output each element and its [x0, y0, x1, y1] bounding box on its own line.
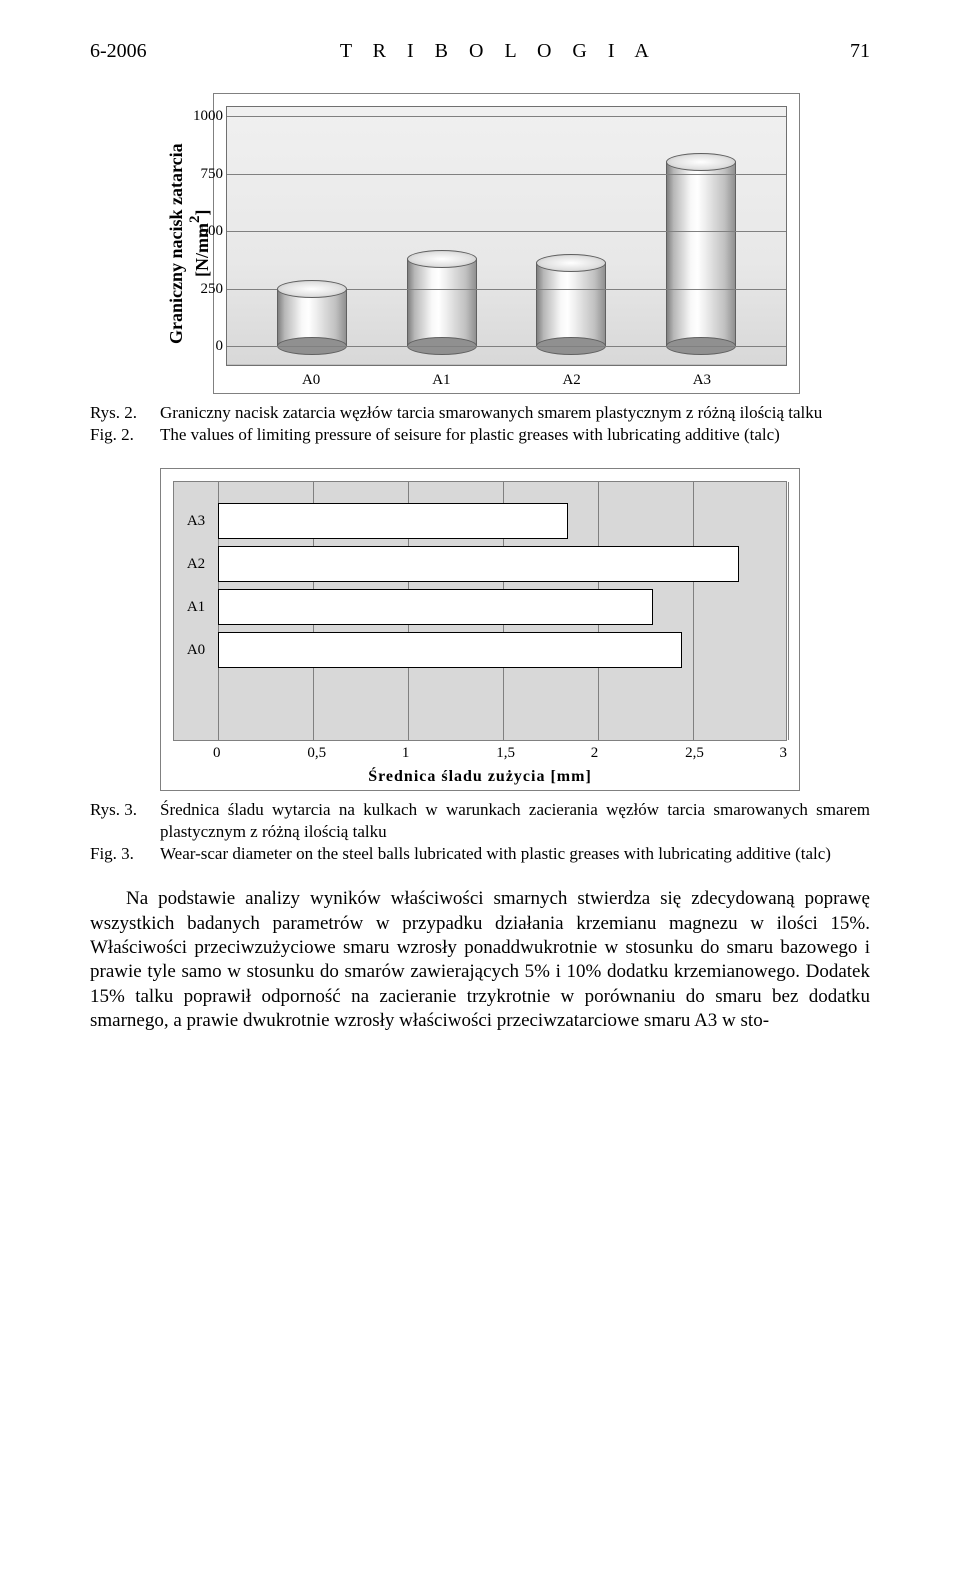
- chart1-ytick: 1000: [187, 108, 227, 125]
- chart1-ytick: 250: [187, 281, 227, 298]
- chart1-plot-area: 02505007501000: [226, 106, 787, 366]
- chart1-bar-A3: [666, 153, 736, 355]
- caption-figure-3: Rys. 3. Średnica śladu wytarcia na kulka…: [90, 799, 870, 865]
- chart2-xtick: 2: [591, 745, 685, 762]
- caption1-rys-tag: Rys. 2.: [90, 402, 160, 424]
- chart2-ytick: A2: [174, 556, 218, 573]
- chart2-plot-area: A3 A2 A1 A0: [173, 481, 787, 741]
- chart2-ytick: A1: [174, 599, 218, 616]
- caption1-rys-text: Graniczny nacisk zatarcia węzłów tarcia …: [160, 402, 870, 424]
- caption2-fig-tag: Fig. 3.: [90, 843, 160, 865]
- chart2-ytick: A3: [174, 513, 218, 530]
- chart1-ytick: 0: [187, 338, 227, 355]
- body-paragraph: Na podstawie analizy wyników właściwości…: [90, 887, 870, 1033]
- caption1-fig-tag: Fig. 2.: [90, 424, 160, 446]
- caption1-fig-text: The values of limiting pressure of seisu…: [160, 424, 870, 446]
- chart2-xtick: 1: [402, 745, 496, 762]
- chart2-horizontal-bar: A3 A2 A1 A0 00,511,522,53 Średnica śladu zu…: [160, 468, 800, 791]
- caption2-rys-text: Średnica śladu wytarcia na kulkach w war…: [160, 799, 870, 843]
- chart1-xtick: A2: [537, 372, 607, 389]
- chart2-x-title: Średnica śladu zużycia [mm]: [173, 768, 787, 786]
- header-issue: 6-2006: [90, 40, 147, 63]
- chart2-bar-A1: [218, 589, 653, 625]
- chart1-xtick: A3: [667, 372, 737, 389]
- caption2-fig-text: Wear-scar diameter on the steel balls lu…: [160, 843, 870, 865]
- chart1-xtick: A1: [406, 372, 476, 389]
- chart2-bar-A3: [218, 503, 568, 539]
- chart1-ytick: 500: [187, 223, 227, 240]
- chart1-xtick: A0: [276, 372, 346, 389]
- chart2-ytick: A0: [174, 642, 218, 659]
- chart2-xtick: 1,5: [496, 745, 590, 762]
- header-title: T R I B O L O G I A: [340, 40, 657, 63]
- chart1-x-labels: A0 A1 A2 A3: [226, 366, 787, 389]
- chart2-bar-A0: [218, 632, 682, 668]
- header-page: 71: [850, 40, 870, 63]
- chart2-xtick: 2,5: [685, 745, 779, 762]
- caption2-rys-tag: Rys. 3.: [90, 799, 160, 843]
- chart2-x-labels: 00,511,522,53: [173, 745, 787, 762]
- chart1-ytick: 750: [187, 166, 227, 183]
- chart2-xtick: 0,5: [307, 745, 401, 762]
- chart2-xtick: 3: [780, 745, 788, 762]
- chart1-cylinder-bar: Graniczny nacisk zatarcia[N/mm2] 0250500…: [160, 93, 800, 394]
- caption-figure-2: Rys. 2. Graniczny nacisk zatarcia węzłów…: [90, 402, 870, 446]
- page-header: 6-2006 T R I B O L O G I A 71: [90, 40, 870, 63]
- chart2-xtick: 0: [213, 745, 307, 762]
- chart2-bar-A2: [218, 546, 739, 582]
